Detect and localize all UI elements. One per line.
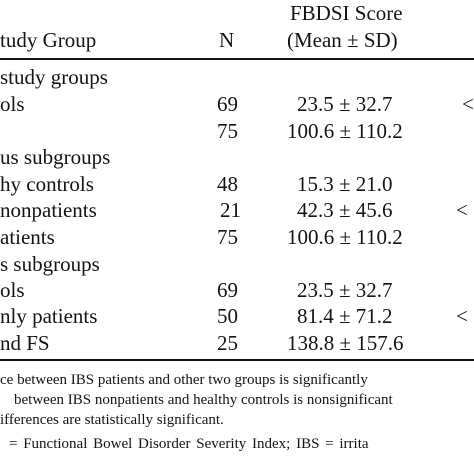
row-n: 50 [217, 304, 238, 328]
footnote: between IBS nonpatients and healthy cont… [14, 392, 393, 408]
row-group: nly patients [0, 304, 98, 328]
header-score-line2: (Mean ± SD) [287, 28, 398, 52]
header-n: N [219, 28, 235, 52]
row-score: 100.6 ± 110.2 [287, 119, 403, 143]
row-extra: < [456, 304, 468, 328]
row-score: 100.6 ± 110.2 [287, 225, 403, 249]
row-n: 75 [217, 225, 238, 249]
row-group: study groups [0, 65, 108, 89]
header-score-line1: FBDSI Score [290, 1, 403, 25]
row-n: 21 [220, 198, 241, 222]
row-group: hy controls [0, 172, 94, 196]
row-group: ols [0, 92, 25, 116]
row-group: us subgroups [0, 145, 111, 169]
row-n: 69 [217, 278, 238, 302]
row-score: 23.5 ± 32.7 [297, 92, 393, 116]
row-score: 23.5 ± 32.7 [297, 278, 393, 302]
row-group: s subgroups [0, 252, 100, 276]
row-n: 48 [217, 172, 238, 196]
row-extra: < [462, 92, 474, 116]
row-group: atients [0, 225, 55, 249]
footnote: ifferences are statistically significant… [0, 412, 224, 428]
row-group: ols [0, 278, 25, 302]
footnote: = Functional Bowel Disorder Severity Ind… [9, 436, 369, 452]
header-group: tudy Group [0, 28, 97, 52]
row-score: 81.4 ± 71.2 [297, 304, 393, 328]
row-n: 25 [217, 331, 238, 355]
row-group: nonpatients [0, 198, 97, 222]
row-n: 75 [217, 119, 238, 143]
table-bottom-rule [0, 359, 474, 361]
footnote: ce between IBS patients and other two gr… [0, 372, 368, 388]
row-score: 138.8 ± 157.6 [287, 331, 404, 355]
row-group: nd FS [0, 331, 50, 355]
row-n: 69 [217, 92, 238, 116]
row-score: 15.3 ± 21.0 [297, 172, 393, 196]
row-extra: < [456, 198, 468, 222]
header-rule [0, 58, 474, 60]
row-score: 42.3 ± 45.6 [297, 198, 393, 222]
